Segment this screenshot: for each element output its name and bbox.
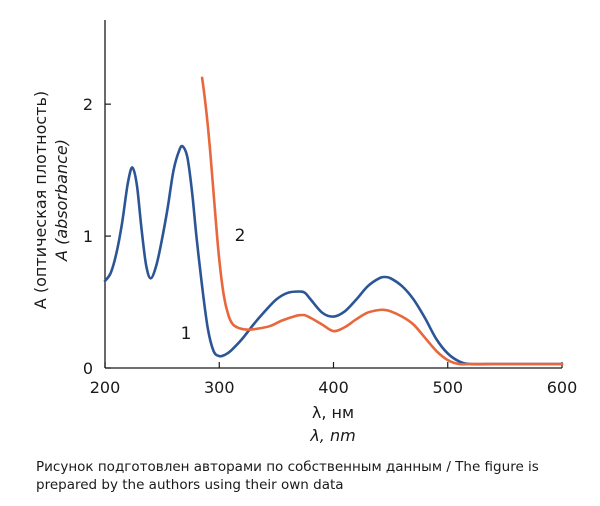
figure-caption: Рисунок подготовлен авторами по собствен… bbox=[36, 459, 539, 493]
series-1-line bbox=[103, 144, 564, 366]
x-axis-label-en: λ, nm bbox=[309, 426, 355, 445]
x-tick-label: 200 bbox=[90, 378, 121, 397]
series-2-label: 2 bbox=[235, 226, 246, 246]
x-tick-label: 400 bbox=[318, 378, 349, 397]
y-axis-label-en: A (absorbance) bbox=[52, 139, 71, 262]
x-tick-label: 600 bbox=[547, 378, 578, 397]
y-tick-label: 0 bbox=[83, 359, 93, 378]
x-tick-label: 300 bbox=[204, 378, 235, 397]
ticks-layer: 200 300 400 500 600 0 1 2 bbox=[83, 95, 577, 397]
y-tick-label: 1 bbox=[83, 227, 93, 246]
absorbance-chart: 200 300 400 500 600 0 1 2 1 2 λ, нм λ, nm A (оп… bbox=[31, 20, 577, 445]
y-axis-label: A (оптическая плотность) bbox=[31, 91, 50, 309]
series-2-line bbox=[200, 76, 564, 366]
y-tick-label: 2 bbox=[83, 95, 93, 114]
series-1-label: 1 bbox=[181, 324, 192, 344]
x-tick-label: 500 bbox=[432, 378, 463, 397]
series-layer bbox=[103, 76, 564, 366]
x-axis-label: λ, нм bbox=[312, 403, 354, 422]
